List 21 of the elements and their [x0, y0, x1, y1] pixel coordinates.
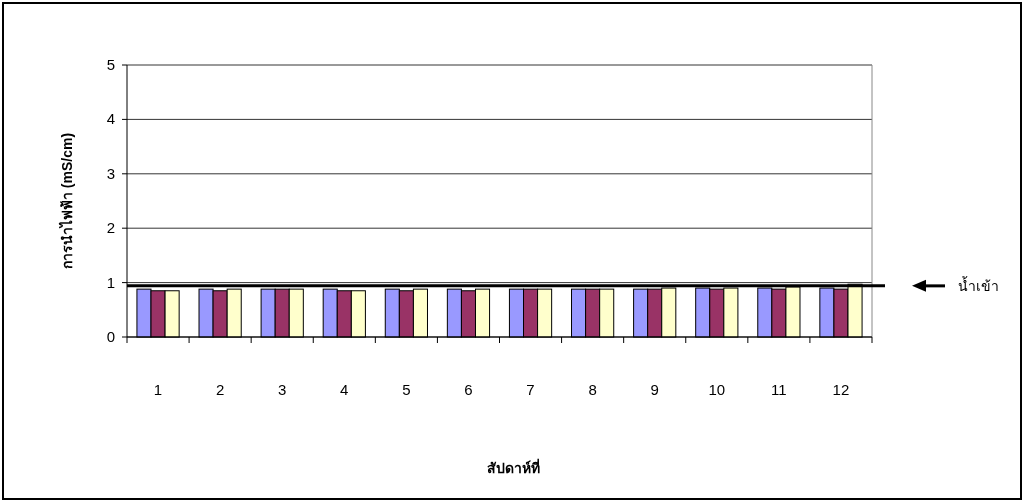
- x-tick-label: 4: [340, 381, 349, 398]
- x-tick-label: 9: [650, 381, 659, 398]
- y-axis-title: การนำไฟฟ้า (mS/cm): [58, 132, 75, 270]
- x-tick-label: 6: [464, 381, 473, 398]
- x-tick-label: 1: [153, 381, 163, 398]
- x-tick-label: 2: [215, 381, 225, 398]
- y-tick-label: 3: [106, 164, 115, 182]
- y-tick-label: 5: [106, 56, 115, 73]
- x-axis-title: สัปดาห์ที่: [487, 458, 540, 476]
- y-tick-label: 4: [106, 110, 115, 128]
- x-tick-label: 5: [402, 381, 411, 398]
- x-tick-label: 8: [588, 381, 597, 398]
- y-tick-label: 0: [106, 328, 115, 345]
- x-tick-label: 11: [771, 381, 787, 398]
- x-tick-label: 7: [526, 381, 535, 398]
- x-tick-label: 10: [708, 381, 726, 398]
- x-tick-label: 3: [278, 381, 287, 398]
- ref-line-label: น้ำเข้า: [958, 275, 999, 294]
- x-tick-label: 12: [832, 381, 850, 398]
- y-tick-label: 2: [106, 219, 115, 237]
- y-tick-label: 1: [106, 273, 115, 291]
